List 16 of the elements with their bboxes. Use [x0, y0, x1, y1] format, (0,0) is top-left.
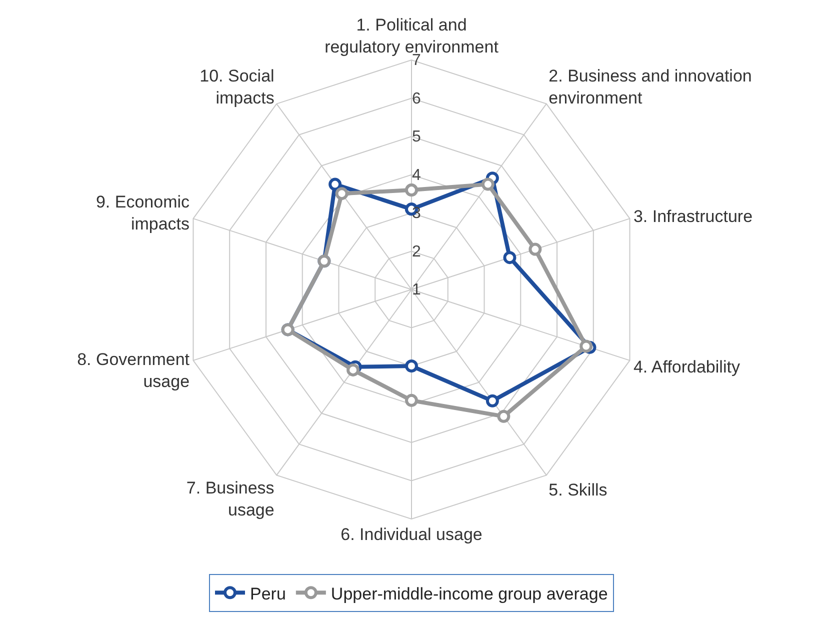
spoke-label: 3. Infrastructure [633, 206, 753, 226]
spoke-label: 5. Skills [548, 480, 608, 500]
y-tick-label: 5 [412, 128, 421, 146]
spoke-label: 9. Economic impacts [96, 192, 190, 234]
spoke-label: 8. Government usage [77, 350, 190, 391]
spoke-label: 4. Affordability [633, 358, 740, 377]
y-tick-label: 6 [412, 90, 421, 108]
spoke-label: 2. Business and innovation environment [548, 66, 752, 108]
y-tick-label: 1 [412, 282, 421, 299]
spoke-label: 7. Business usage [186, 478, 274, 520]
legend-label: Upper-middle-income group average [330, 584, 608, 604]
legend-label: Peru [250, 584, 286, 604]
spoke-label: 6. Individual usage [340, 524, 482, 544]
y-tick-label: 2 [412, 243, 421, 260]
y-tick-label: 4 [412, 166, 421, 184]
spoke-label: 10. Social impacts [200, 66, 274, 108]
